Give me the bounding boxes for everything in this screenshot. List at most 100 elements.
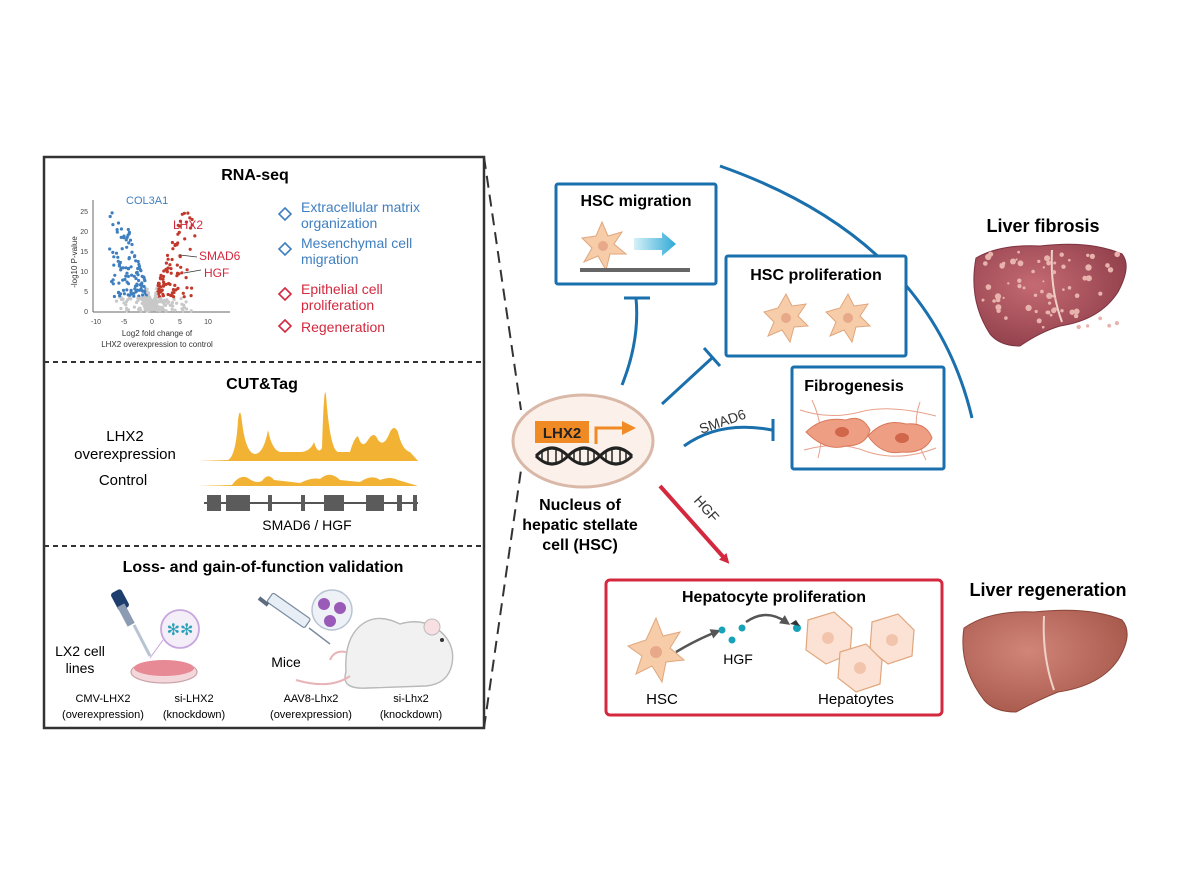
volcano-point	[145, 287, 149, 291]
inhibit-proliferation	[660, 356, 714, 406]
volcano-point	[175, 301, 179, 305]
volcano-point	[135, 271, 139, 275]
exon	[324, 495, 344, 511]
volcano-point	[188, 216, 192, 220]
fibrotic-nodule	[1034, 309, 1038, 314]
y-tick: 0	[84, 309, 88, 316]
volcano-point	[162, 283, 166, 287]
fibrotic-nodule	[1089, 253, 1095, 259]
volcano-point	[114, 299, 119, 303]
group-si-lhx2: si-LHX2	[174, 693, 213, 705]
exon	[397, 495, 402, 511]
term-regeneration: Regeneration	[301, 319, 385, 335]
aav-particle-icon	[324, 615, 336, 627]
volcano-point	[160, 288, 164, 292]
volcano-point	[161, 277, 165, 281]
volcano-point	[142, 303, 146, 307]
fibrotic-nodule	[1049, 313, 1053, 317]
cell-nucleus	[835, 427, 849, 437]
fibrotic-nodule	[1053, 261, 1057, 265]
cell-nucleus	[886, 634, 898, 646]
volcano-point	[119, 227, 123, 231]
hgf-molecule-icon	[728, 636, 736, 644]
lhx2-gene-box	[535, 421, 589, 443]
volcano-point	[140, 301, 144, 305]
lhx2-track	[198, 392, 418, 461]
diamond-icon	[277, 286, 293, 302]
volcano-point	[179, 265, 183, 269]
inhibit-migration	[620, 297, 639, 386]
volcano-x-label: Log2 fold change of	[122, 329, 193, 338]
fibrotic-nodule	[1107, 267, 1114, 273]
fibrotic-nodule	[1004, 316, 1008, 320]
hgf-bound-icon	[793, 624, 801, 632]
virus-zoom-bubble	[160, 609, 200, 649]
fibrotic-nodule	[1085, 275, 1092, 282]
volcano-point	[125, 288, 129, 292]
fibrotic-nodule	[1085, 264, 1092, 271]
cell-nucleus	[781, 313, 791, 323]
volcano-point	[112, 294, 116, 299]
fibrotic-nodule	[1042, 266, 1046, 269]
fibrotic-nodule	[1051, 307, 1057, 314]
term-mesenchymal: migration	[301, 251, 359, 267]
exon	[366, 495, 384, 511]
term-ecm: organization	[301, 215, 377, 231]
volcano-point	[136, 299, 140, 303]
mice-label: Mice	[271, 654, 301, 670]
volcano-point	[152, 306, 156, 310]
volcano-point	[182, 295, 186, 299]
liver-fibrosis-label: Liver fibrosis	[986, 216, 1099, 236]
volcano-point	[190, 223, 194, 227]
inhibit-bar	[702, 347, 722, 367]
syringe-icon	[257, 592, 331, 645]
fibrotic-nodule	[1048, 301, 1052, 305]
term-mesenchymal: Mesenchymal cell	[301, 235, 412, 251]
fibrotic-nodule	[995, 297, 1001, 303]
dna-icon	[534, 446, 634, 466]
volcano-point	[137, 278, 141, 283]
binding-arrow	[745, 613, 791, 625]
volcano-point	[166, 292, 170, 297]
fibrotic-nodule	[1025, 304, 1032, 311]
group-si-lhx2-mouse: si-Lhx2	[393, 693, 428, 705]
group-aav8-lhx2: (overexpression)	[270, 709, 352, 721]
fibrotic-nodule	[1073, 308, 1080, 315]
volcano-point	[124, 274, 128, 278]
group-aav8-lhx2: AAV8-Lhx2	[284, 693, 339, 705]
volcano-point	[161, 274, 166, 279]
x-tick: 0	[150, 319, 154, 326]
fibrotic-nodule	[1082, 275, 1088, 281]
gene-label-hgf: HGF	[204, 266, 229, 280]
volcano-point	[172, 295, 176, 299]
nucleus-caption: cell (HSC)	[542, 537, 618, 554]
volcano-point	[120, 247, 124, 251]
volcano-point	[124, 303, 128, 307]
fibrotic-nodule	[1054, 297, 1057, 300]
fibrotic-nodule	[1061, 264, 1066, 269]
rnaseq-title: RNA-seq	[221, 167, 289, 184]
volcano-point	[178, 254, 182, 258]
cuttag-section: CUT&Tag LHX2 overexpression Control SMAD…	[74, 376, 418, 533]
volcano-point	[137, 262, 141, 267]
volcano-point	[171, 288, 175, 292]
volcano-point	[134, 259, 138, 263]
volcano-point	[183, 237, 187, 241]
hgf-molecule-icon	[718, 626, 726, 634]
volcano-point	[170, 240, 174, 245]
volcano-point	[168, 263, 172, 267]
volcano-point	[171, 304, 175, 308]
fibrotic-nodule	[1017, 278, 1022, 283]
fibrotic-nodule	[985, 284, 992, 290]
volcano-point	[116, 259, 120, 263]
y-tick: 15	[80, 249, 88, 256]
gene-pointer	[183, 269, 202, 274]
volcano-point	[189, 309, 193, 313]
validation-section: Loss- and gain-of-function validation ✻✻…	[55, 559, 454, 721]
volcano-point	[119, 306, 123, 311]
volcano-point	[112, 263, 116, 267]
fibrotic-nodule	[1107, 323, 1112, 328]
volcano-point	[162, 280, 166, 284]
fibrotic-nodule	[1041, 325, 1045, 329]
volcano-point	[164, 261, 168, 265]
